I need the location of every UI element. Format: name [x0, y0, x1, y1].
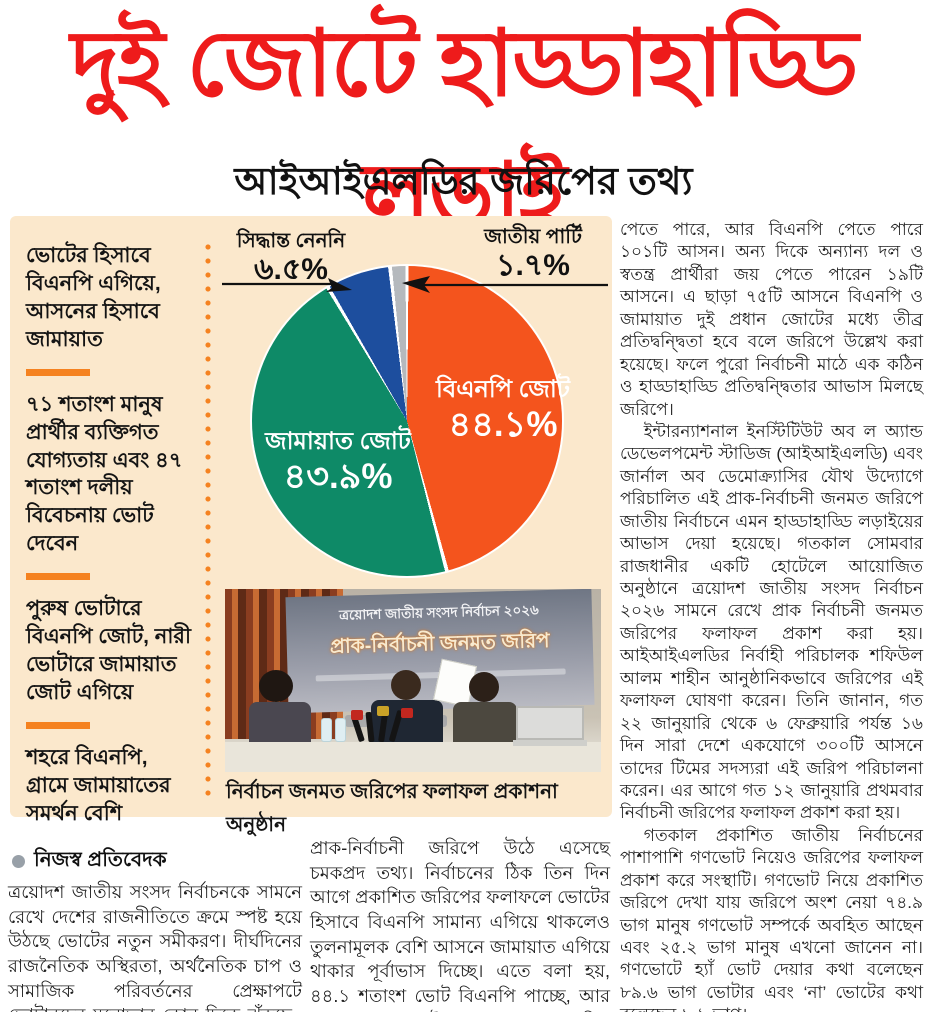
byline-bullet-icon — [12, 855, 25, 868]
callout-jatiya-label: জাতীয় পার্টি — [484, 226, 582, 248]
mic-flag — [351, 710, 363, 720]
photo-caption: নির্বাচন জনমত জরিপের ফলাফল প্রকাশনা অনুষ… — [226, 781, 558, 836]
water-bottle — [321, 718, 332, 742]
article-column-left: ত্রয়োদশ জাতীয় সংসদ নির্বাচনকে সামনে রে… — [8, 882, 302, 1012]
highlight-item: ভোটের হিসাবে বিএনপি এগিয়ে, আসনের হিসাবে… — [26, 244, 161, 351]
mic-flag — [377, 706, 389, 716]
pie-label-jamaat-value: ৪৩.৯% — [283, 456, 393, 496]
water-bottle — [335, 718, 346, 742]
callout-arrows — [222, 276, 608, 293]
pie-label-bnp-name: বিএনপি জোট — [436, 376, 570, 403]
laptop — [513, 706, 587, 746]
dotted-divider — [204, 240, 212, 800]
callout-undecided-label: সিদ্ধান্ত নেননি — [236, 230, 346, 252]
orange-divider — [26, 573, 90, 581]
banner-subtitle: প্রাক-নির্বাচনী জনমত জরিপ — [329, 629, 550, 659]
highlights-sidebar: ভোটের হিসাবে বিএনপি এগিয়ে, আসনের হিসাবে… — [26, 242, 194, 828]
callout-jatiya: জাতীয় পার্টি ১.৭% — [458, 226, 608, 284]
press-conference-photo: ত্রয়োদশ জাতীয় সংসদ নির্বাচন ২০২৬ প্রাক… — [225, 589, 601, 772]
highlight-item: শহরে বিএনপি, গ্রামে জামায়াতের সমর্থন বে… — [26, 745, 171, 825]
paragraph: গতকাল প্রকাশিত জাতীয় নির্বাচনের পাশাপাশ… — [620, 825, 923, 1012]
paragraph: ইন্টারন্যাশনাল ইনস্টিটিউট অব ল অ্যান্ড ড… — [620, 421, 923, 823]
orange-divider — [26, 368, 90, 376]
pie-label-bnp-value: ৪৪.১% — [448, 404, 558, 444]
paragraph: পেতে পারে, আর বিএনপি পেতে পারে ১০১টি আসন… — [620, 220, 923, 419]
byline: নিজস্ব প্রতিবেদক — [12, 845, 167, 878]
pie-label-bnp: বিএনপি জোট ৪৪.১% — [428, 376, 578, 446]
banner-title: ত্রয়োদশ জাতীয় সংসদ নির্বাচন ২০২৬ — [338, 602, 539, 623]
mic-flag — [401, 708, 413, 718]
orange-divider — [26, 721, 90, 729]
article-column-right: পেতে পারে, আর বিএনপি পেতে পারে ১০১টি আসন… — [620, 219, 923, 1012]
byline-name: নিজস্ব প্রতিবেদক — [34, 849, 167, 871]
callout-undecided: সিদ্ধান্ত নেননি ৬.৫% — [216, 230, 366, 288]
article-column-middle: প্রাক-নির্বাচনী জরিপে উঠে এসেছে চমকপ্রদ … — [310, 838, 610, 1012]
pie-label-jamaat: জামায়াত জোট ৪৩.৯% — [256, 428, 420, 498]
pie-chart — [252, 266, 562, 576]
sub-headline: আইআইএলডির জরিপের তথ্য — [234, 161, 693, 203]
highlight-item: ৭১ শতাংশ মানুষ প্রার্থীর ব্যক্তিগত যোগ্য… — [26, 392, 183, 556]
panelist-right — [453, 672, 517, 746]
panelist-left — [249, 670, 311, 746]
callout-jatiya-value: ১.৭% — [496, 249, 570, 282]
highlight-item: পুরুষ ভোটারে বিএনপি জোট, নারী ভোটারে জাম… — [26, 597, 191, 704]
main-headline: দুই জোটে হাড্ডাহাড্ডি লড়াই — [70, 13, 859, 249]
callout-undecided-value: ৬.৫% — [254, 253, 328, 286]
pie-label-jamaat-name: জামায়াত জোট — [265, 428, 411, 455]
press-table — [225, 742, 601, 772]
